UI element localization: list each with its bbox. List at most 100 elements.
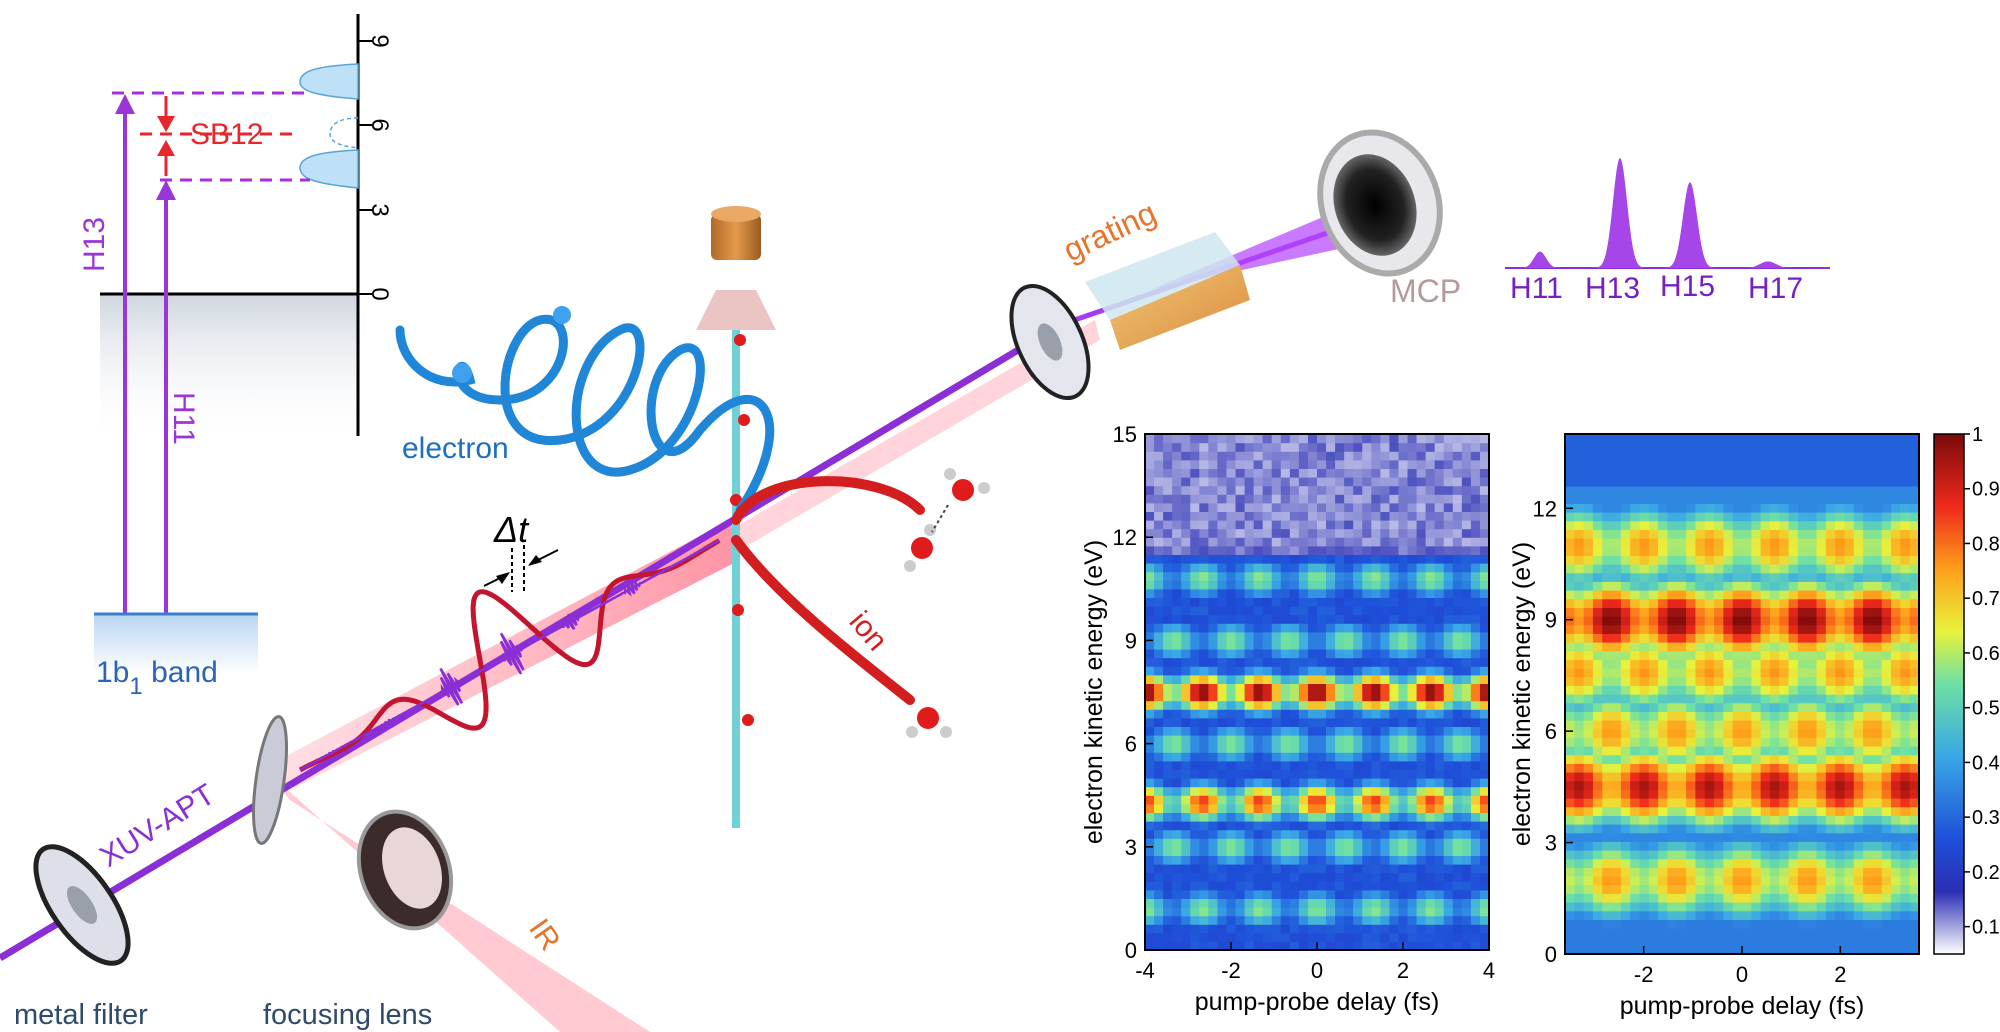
heatmap-cell — [1798, 867, 1808, 876]
heatmap-cell — [1667, 529, 1677, 538]
heatmap-cell — [1344, 744, 1354, 753]
heatmap-cell — [1435, 666, 1445, 675]
heatmap-cell — [1779, 633, 1789, 642]
heatmap-cell — [1649, 729, 1659, 738]
heatmap-cell — [1326, 778, 1336, 787]
heatmap-cell — [1667, 469, 1677, 478]
energy-tick-0: 0 — [366, 287, 393, 300]
heatmap-cell — [1565, 937, 1575, 946]
heatmap-cell — [1444, 563, 1454, 572]
heatmap-cell — [1181, 632, 1191, 641]
heatmap-cell — [1574, 833, 1584, 842]
heatmap-cell — [1602, 893, 1612, 902]
heatmap-cell — [1417, 658, 1427, 667]
heatmap-cell — [1817, 737, 1827, 746]
heatmap-cell — [1435, 701, 1445, 710]
heatmap-cell — [1900, 633, 1910, 642]
heatmap-cell — [1770, 529, 1780, 538]
heatmap-cell — [1435, 537, 1445, 546]
heatmap-cell — [1807, 625, 1817, 634]
heatmap-cell — [1263, 606, 1273, 615]
heatmap-cell — [1326, 606, 1336, 615]
heatmap-cell — [1770, 460, 1780, 469]
heatmap-cell — [1408, 434, 1418, 443]
heatmap-cell — [1154, 890, 1164, 899]
heatmap-cell — [1245, 761, 1255, 770]
heatmap-cell — [1584, 451, 1594, 460]
heatmap-cell — [1761, 495, 1771, 504]
heatmap-cell — [1891, 807, 1901, 816]
heatmap-cell — [1844, 755, 1854, 764]
heatmap-cell — [1900, 850, 1910, 859]
heatmap-cell — [1863, 659, 1873, 668]
heatmap-cell — [1649, 798, 1659, 807]
heatmap-cell — [1353, 658, 1363, 667]
heatmap-cell — [1742, 642, 1752, 651]
heatmap-cell — [1326, 563, 1336, 572]
heatmap-cell — [1362, 709, 1372, 718]
heatmap-cell — [1891, 919, 1901, 928]
focusing-lens-label: focusing lens — [263, 999, 432, 1031]
heatmap-cell — [1630, 659, 1640, 668]
heatmap-cell — [1835, 703, 1845, 712]
heatmap-cell — [1826, 573, 1836, 582]
heatmap-cell — [1317, 821, 1327, 830]
heatmap-cell — [1621, 443, 1631, 452]
heatmap-cell — [1770, 711, 1780, 720]
heatmap-cell — [1426, 546, 1436, 555]
heatmap-cell — [1742, 911, 1752, 920]
heatmap-cell — [1299, 916, 1309, 925]
heatmap-cell — [1426, 890, 1436, 899]
heatmap-cell — [1417, 907, 1427, 916]
heatmap-cell — [1844, 815, 1854, 824]
heatmap-cell — [1398, 520, 1408, 529]
heatmap-cell — [1789, 573, 1799, 582]
heatmap-cell — [1695, 659, 1705, 668]
heatmap-cell — [1640, 867, 1650, 876]
heatmap-cell — [1181, 847, 1191, 856]
heatmap-cell — [1705, 876, 1715, 885]
heatmap-cell — [1190, 606, 1200, 615]
heatmap-cell — [1226, 494, 1236, 503]
heatmap-cell — [1584, 703, 1594, 712]
heatmap-cell — [1417, 520, 1427, 529]
heatmap-cell — [1217, 554, 1227, 563]
heatmap-cell — [1621, 694, 1631, 703]
heatmap-cell — [1326, 873, 1336, 882]
heatmap-cell — [1602, 781, 1612, 790]
heatmap-cell — [1667, 711, 1677, 720]
heatmap-cell — [1714, 460, 1724, 469]
heatmap-cell — [1435, 623, 1445, 632]
heatmap-cell — [1742, 928, 1752, 937]
heatmap-cell — [1770, 581, 1780, 590]
heatmap-cell — [1761, 772, 1771, 781]
heatmap-cell — [1417, 683, 1427, 692]
heatmap-cell — [1281, 589, 1291, 598]
heatmap-cell — [1426, 916, 1436, 925]
heatmap-cell — [1770, 815, 1780, 824]
heatmap-cell — [1417, 821, 1427, 830]
heatmap-cell — [1226, 838, 1236, 847]
heatmap-cell — [1798, 659, 1808, 668]
heatmap-cell — [1640, 434, 1650, 443]
heatmap-cell — [1272, 675, 1282, 684]
heatmap-cell — [1172, 847, 1182, 856]
heatmap-cell — [1208, 890, 1218, 899]
heatmap-cell — [1900, 625, 1910, 634]
heatmap-cell — [1353, 847, 1363, 856]
heatmap-cell — [1863, 538, 1873, 547]
colorbar: 0.10.20.30.40.50.60.70.80.91 — [1934, 424, 2000, 954]
heatmap-cell — [1751, 885, 1761, 894]
heatmap-cell — [1798, 937, 1808, 946]
heatmap-cell — [1872, 902, 1882, 911]
heatmap-cell — [1154, 537, 1164, 546]
heatmap-cell — [1236, 477, 1246, 486]
heatmap-cell — [1154, 821, 1164, 830]
heatmap-cell — [1900, 581, 1910, 590]
heatmap-cell — [1145, 778, 1155, 787]
heatmap-cell — [1630, 807, 1640, 816]
heatmap-cell — [1733, 737, 1743, 746]
heatmap-cell — [1426, 529, 1436, 538]
heatmap-cell — [1584, 781, 1594, 790]
heatmap-cell — [1181, 907, 1191, 916]
